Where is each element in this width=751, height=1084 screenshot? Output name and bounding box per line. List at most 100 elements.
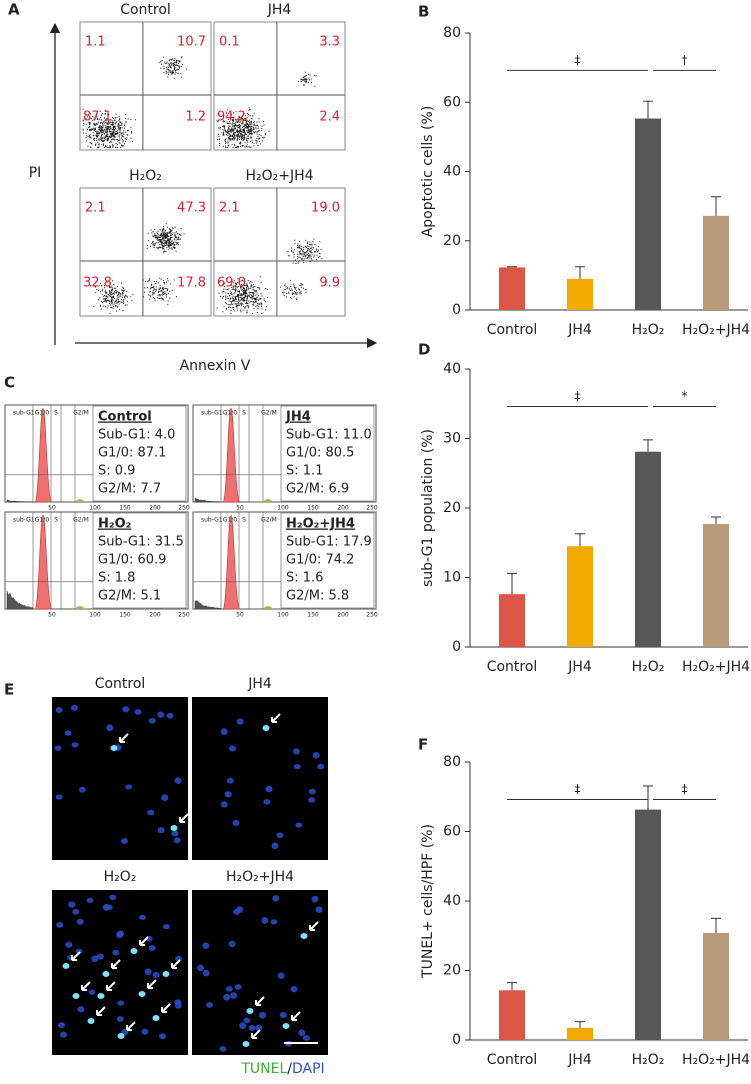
nucleus	[226, 777, 234, 784]
x-tick-label: H₂O₂	[632, 659, 665, 675]
stats-line: S: 1.1	[286, 464, 323, 479]
x-tick-label: 100	[277, 505, 289, 512]
nucleus	[276, 832, 284, 839]
gate-label: G1/0	[35, 517, 49, 524]
gate-label: G2/M	[73, 410, 89, 417]
quadrant-value: 47.3	[177, 201, 206, 216]
nucleus	[308, 797, 316, 803]
nucleus	[302, 1035, 310, 1041]
nucleus	[270, 919, 278, 925]
sub-g1-histogram	[194, 497, 222, 503]
axis-label: PI	[29, 165, 42, 181]
stain-legend: TUNEL/DAPI	[240, 1061, 324, 1077]
bar	[567, 546, 593, 647]
x-tick-label: 50	[236, 612, 244, 619]
tunel-cell	[246, 1008, 254, 1014]
nucleus	[261, 916, 269, 924]
stats-line: G1/0: 60.9	[98, 553, 166, 568]
nucleus	[279, 1011, 287, 1019]
nucleus	[295, 822, 303, 828]
x-tick-label: H₂O₂	[632, 1052, 665, 1068]
nucleus	[171, 830, 179, 837]
x-tick-label: 150	[307, 505, 319, 512]
stats-line: S: 1.8	[98, 571, 135, 586]
error-bar	[575, 266, 585, 279]
x-tick-label: Control	[487, 322, 538, 338]
y-axis-label: TUNEL+ cells/HPF (%)	[420, 824, 436, 979]
error-bar	[643, 785, 653, 810]
nucleus	[259, 1011, 267, 1019]
arrow	[271, 713, 281, 723]
tunel-cell	[300, 933, 308, 939]
bar	[499, 990, 525, 1040]
y-tick-label: 0	[452, 302, 461, 318]
scatter-dots	[82, 56, 188, 148]
nucleus	[248, 1024, 256, 1031]
gate-label: G1/0	[223, 410, 237, 417]
quadrant-value: 32.8	[83, 276, 112, 291]
arrow	[171, 959, 181, 969]
y-tick-label: 30	[443, 431, 461, 447]
nucleus	[174, 1001, 182, 1009]
legend-tunel: TUNEL	[240, 1061, 287, 1077]
tunel-cell	[97, 993, 105, 999]
significance-mark: ‡	[682, 782, 688, 796]
nucleus	[72, 908, 80, 915]
bar	[635, 809, 661, 1040]
x-tick-label: Control	[487, 659, 538, 675]
tunel-cell	[110, 745, 118, 751]
panel-title: JH4	[267, 2, 292, 18]
x-tick-label: JH4	[567, 1052, 592, 1068]
gate-label: S	[242, 517, 246, 524]
nucleus	[55, 707, 63, 714]
nucleus	[148, 945, 156, 951]
y-tick-label: 60	[443, 94, 461, 110]
gate-label: G2/M	[73, 517, 89, 524]
nucleus	[243, 1017, 251, 1023]
nucleus	[223, 993, 231, 1001]
nucleus	[117, 1000, 125, 1006]
tunel-cell	[62, 963, 70, 969]
nucleus	[315, 906, 323, 913]
g1-peak	[34, 514, 53, 610]
y-tick-label: 20	[443, 500, 461, 516]
y-tick-label: 80	[443, 25, 461, 41]
nucleus	[86, 897, 94, 903]
x-tick-label: H₂O₂+JH4	[682, 322, 750, 338]
x-tick-label: 200	[337, 612, 349, 619]
panel-title: H₂O₂+JH4	[245, 168, 313, 184]
bar	[499, 594, 525, 647]
nucleus	[232, 819, 240, 827]
nucleus	[157, 827, 165, 834]
nucleus	[202, 969, 210, 977]
nucleus	[317, 763, 325, 770]
plot-frame	[79, 21, 212, 151]
arrow	[126, 1021, 136, 1031]
y-tick-label: 0	[452, 639, 461, 655]
g1-peak	[34, 407, 53, 503]
arrow	[111, 959, 121, 969]
gate-label: G2/M	[261, 410, 277, 417]
nucleus	[64, 730, 72, 736]
arrow	[119, 733, 129, 743]
y-tick-label: 20	[443, 233, 461, 249]
nucleus	[116, 931, 124, 939]
x-tick-label: 250	[366, 612, 378, 619]
nucleus	[265, 785, 273, 793]
nucleus	[236, 718, 244, 725]
g2-peak	[263, 606, 273, 609]
stats-title: JH4	[285, 410, 311, 425]
nucleus	[173, 837, 181, 844]
nucleus	[147, 809, 155, 816]
nucleus	[125, 784, 133, 790]
nucleus	[255, 1024, 263, 1032]
gate-label: G1/0	[223, 517, 237, 524]
quadrant-value: 2.1	[219, 201, 240, 216]
error-bar	[575, 533, 585, 547]
stats-title: H₂O₂+JH4	[286, 517, 355, 532]
arrow	[309, 921, 319, 931]
arrow	[161, 1003, 171, 1013]
sub-g1-histogram	[6, 499, 34, 503]
stats-line: G1/0: 87.1	[98, 446, 166, 461]
nucleus	[55, 794, 63, 800]
